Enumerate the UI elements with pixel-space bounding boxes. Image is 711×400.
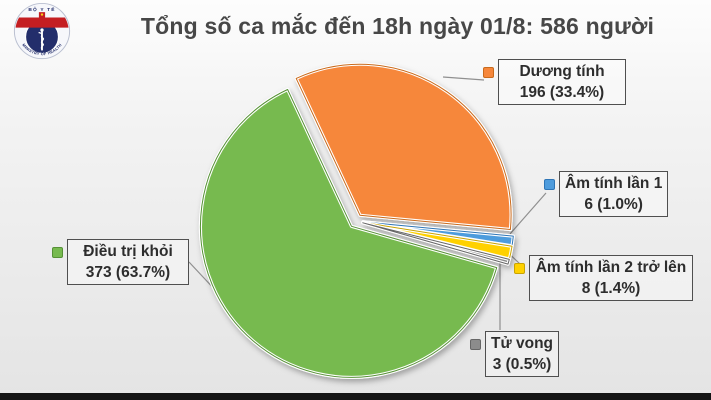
legend-value: 6 (1.0%)	[584, 196, 643, 213]
callout-negative-1st: Âm tính lần 1 6 (1.0%)	[544, 171, 669, 217]
callout-positive: Dương tính 196 (33.4%)	[483, 59, 626, 105]
legend-label: Điều trị khỏi	[83, 243, 173, 260]
bottom-bar	[0, 393, 711, 400]
legend-value: 196 (33.4%)	[519, 84, 605, 101]
callout-recovered: Điều trị khỏi 373 (63.7%)	[52, 239, 189, 285]
logo-star-icon	[40, 13, 44, 16]
legend-marker-deaths	[470, 339, 481, 350]
logo-top-text: BỘ Y TẾ	[28, 5, 55, 13]
pie-slice-edge-4	[199, 89, 498, 378]
pie-slices	[198, 62, 515, 379]
chart-title: Tổng số ca mắc đến 18h ngày 01/8: 586 ng…	[140, 13, 655, 39]
legend-label: Dương tính	[519, 63, 605, 80]
legend-marker-negative-1st	[544, 179, 555, 190]
leader-line-duong-tinh	[442, 76, 485, 81]
pie-slice-edge-3	[362, 222, 510, 265]
callout-negative-2plus: Âm tính lần 2 trở lên 8 (1.4%)	[514, 255, 693, 301]
logo-red-band	[15, 17, 69, 28]
legend-marker-negative-2plus	[514, 263, 525, 274]
legend-label: Âm tính lần 2 trở lên	[535, 259, 687, 276]
legend-value: 373 (63.7%)	[85, 264, 171, 281]
leader-line-am-tinh-lan-1	[509, 192, 547, 235]
ministry-of-health-logo: BỘ Y TẾ MINISTRY OF HEALTH	[13, 2, 71, 60]
legend-value: 8 (1.4%)	[581, 280, 641, 297]
legend-value: 3 (0.5%)	[492, 356, 552, 373]
callout-deaths: Tử vong 3 (0.5%)	[470, 331, 560, 377]
legend-marker-positive	[483, 67, 494, 78]
legend-label: Âm tính lần 1	[565, 175, 663, 192]
legend-label: Tử vong	[491, 335, 554, 352]
pie-slice-edge-0	[295, 63, 512, 230]
legend-marker-recovered	[52, 247, 63, 258]
rod-of-asclepius-icon	[38, 28, 45, 51]
